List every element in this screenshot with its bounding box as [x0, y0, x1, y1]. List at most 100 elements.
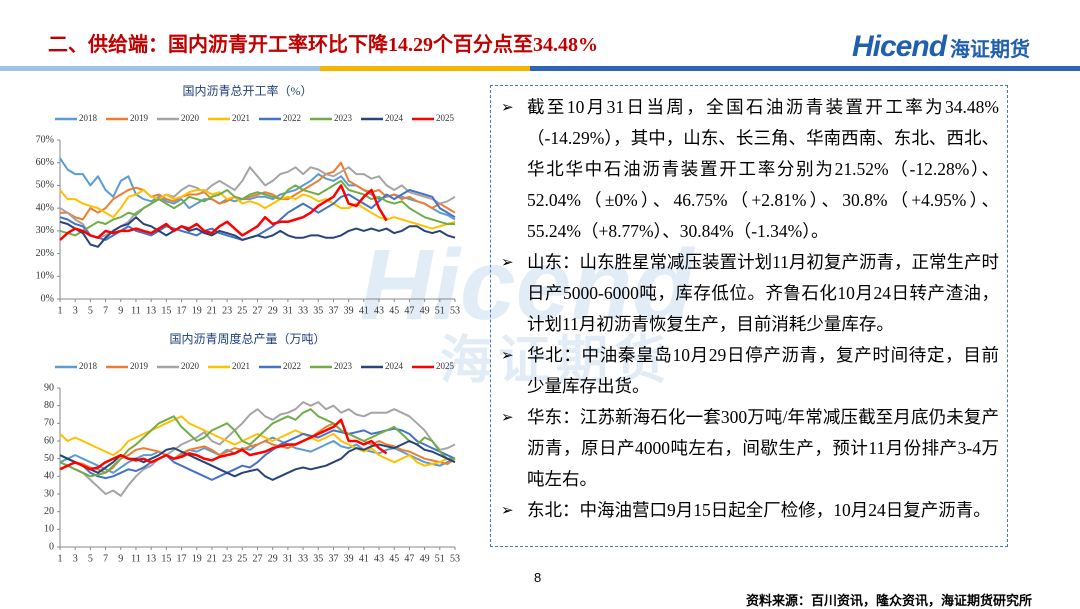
- y-tick-label: 10%: [36, 271, 54, 282]
- x-tick-label: 15: [161, 553, 171, 564]
- x-tick-label: 5: [88, 553, 93, 564]
- legend-label: 2024: [385, 113, 404, 123]
- y-tick-label: 40: [44, 471, 54, 482]
- x-tick-label: 29: [268, 305, 278, 316]
- x-tick-label: 33: [298, 305, 308, 316]
- x-tick-label: 41: [359, 305, 369, 316]
- x-tick-label: 27: [253, 553, 263, 564]
- x-tick-label: 9: [118, 305, 123, 316]
- y-tick-label: 60: [44, 435, 54, 446]
- x-tick-label: 35: [313, 305, 323, 316]
- y-tick-label: 60%: [36, 157, 54, 168]
- x-tick-label: 31: [283, 305, 293, 316]
- series-line: [59, 166, 456, 239]
- legend-label: 2024: [385, 361, 404, 371]
- x-tick-label: 7: [103, 553, 108, 564]
- x-tick-label: 25: [237, 305, 247, 316]
- x-tick-label: 15: [161, 305, 171, 316]
- x-tick-label: 33: [298, 553, 308, 564]
- x-tick-label: 47: [404, 305, 414, 316]
- legend-label: 2023: [334, 113, 353, 123]
- text-box: 截至10月31日当周，全国石油沥青装置开工率为34.48%（-14.29%），其…: [490, 85, 1008, 547]
- x-tick-label: 5: [88, 305, 93, 316]
- x-tick-label: 45: [389, 305, 399, 316]
- slide-title: 二、供给端：国内沥青开工率环比下降14.29个百分点至34.48%: [48, 34, 598, 56]
- x-tick-label: 23: [222, 553, 232, 564]
- legend-label: 2022: [283, 361, 301, 371]
- legend-label: 2025: [436, 361, 455, 371]
- x-tick-label: 19: [192, 305, 202, 316]
- source: 资料来源：百川资讯，隆众资讯，海证期货研究所: [745, 593, 1032, 608]
- y-tick-label: 0: [49, 541, 54, 552]
- logo: Hicend 海证期货: [852, 30, 1030, 64]
- header-bar: [0, 66, 1080, 71]
- legend-label: 2018: [79, 361, 98, 371]
- x-tick-label: 47: [404, 553, 414, 564]
- x-tick-label: 35: [313, 553, 323, 564]
- legend-label: 2018: [79, 113, 98, 123]
- x-tick-label: 21: [207, 305, 217, 316]
- legend-label: 2023: [334, 361, 353, 371]
- x-tick-label: 41: [359, 553, 369, 564]
- legend-label: 2022: [283, 113, 301, 123]
- bullet: 华东：江苏新海石化一套300万吨/年常减压截至月底仍未复产沥青，原日产4000吨…: [501, 402, 999, 495]
- chart-title: 国内沥青周度总产量（万吨）: [169, 331, 325, 346]
- x-tick-label: 3: [73, 305, 78, 316]
- logo-en: Hicend: [852, 30, 947, 63]
- x-tick-label: 11: [131, 305, 141, 316]
- x-tick-label: 39: [344, 553, 354, 564]
- y-tick-label: 40%: [36, 202, 54, 213]
- x-tick-label: 49: [420, 305, 430, 316]
- x-tick-label: 49: [420, 553, 430, 564]
- x-tick-label: 43: [374, 305, 384, 316]
- x-tick-label: 51: [435, 553, 445, 564]
- legend-label: 2019: [130, 113, 149, 123]
- x-tick-label: 53: [450, 553, 460, 564]
- x-tick-label: 19: [192, 553, 202, 564]
- x-tick-label: 1: [58, 553, 63, 564]
- bullet: 东北：中海油营口9月15日起全厂检修，10月24日复产沥青。: [501, 495, 999, 526]
- y-tick-label: 0%: [41, 293, 54, 304]
- legend-label: 2020: [181, 361, 200, 371]
- bullet: 山东：山东胜星常减压装置计划11月初复产沥青，正常生产时日产5000-6000吨…: [501, 247, 999, 340]
- legend-label: 2025: [436, 113, 455, 123]
- y-tick-label: 90: [44, 382, 54, 393]
- series-line: [59, 408, 455, 478]
- x-tick-label: 45: [389, 553, 399, 564]
- series-line: [59, 401, 456, 497]
- y-tick-label: 80: [44, 400, 54, 411]
- charts: 国内沥青总开工率（%）0%10%20%30%40%50%60%70%1 3 5 7 9 1…: [36, 83, 460, 565]
- x-tick-label: 31: [283, 553, 293, 564]
- x-tick-label: 9: [118, 553, 123, 564]
- legend-label: 2020: [181, 113, 200, 123]
- y-tick-label: 70%: [36, 134, 54, 145]
- x-tick-label: 37: [328, 553, 338, 564]
- legend-label: 2019: [130, 361, 149, 371]
- series-line: [59, 179, 455, 237]
- x-tick-label: 17: [177, 305, 187, 316]
- page-number: 8: [534, 570, 542, 585]
- bullet: 华北：中油秦皇岛10月29日停产沥青，复产时间待定，目前少量库存出货。: [501, 340, 999, 402]
- x-tick-label: 27: [253, 305, 263, 316]
- x-tick-label: 29: [268, 553, 278, 564]
- y-tick-label: 10: [44, 524, 54, 535]
- y-tick-label: 20%: [36, 248, 54, 259]
- y-tick-label: 20: [44, 506, 54, 517]
- bullet: 截至10月31日当周，全国石油沥青装置开工率为34.48%（-14.29%），其…: [501, 92, 999, 247]
- y-tick-label: 30: [44, 488, 54, 499]
- series-line: [59, 418, 388, 471]
- legend-label: 2021: [232, 361, 250, 371]
- x-tick-label: 25: [237, 553, 247, 564]
- x-tick-label: 13: [146, 305, 156, 316]
- x-tick-label: 11: [131, 553, 141, 564]
- chart-title: 国内沥青总开工率（%）: [183, 83, 313, 98]
- x-tick-label: 39: [344, 305, 354, 316]
- x-tick-label: 13: [146, 553, 156, 564]
- y-tick-label: 50: [44, 453, 54, 464]
- x-tick-label: 3: [73, 553, 78, 564]
- x-tick-label: 51: [435, 305, 445, 316]
- y-tick-label: 50%: [36, 180, 54, 191]
- series-line: [59, 189, 456, 230]
- series-line: [59, 415, 455, 467]
